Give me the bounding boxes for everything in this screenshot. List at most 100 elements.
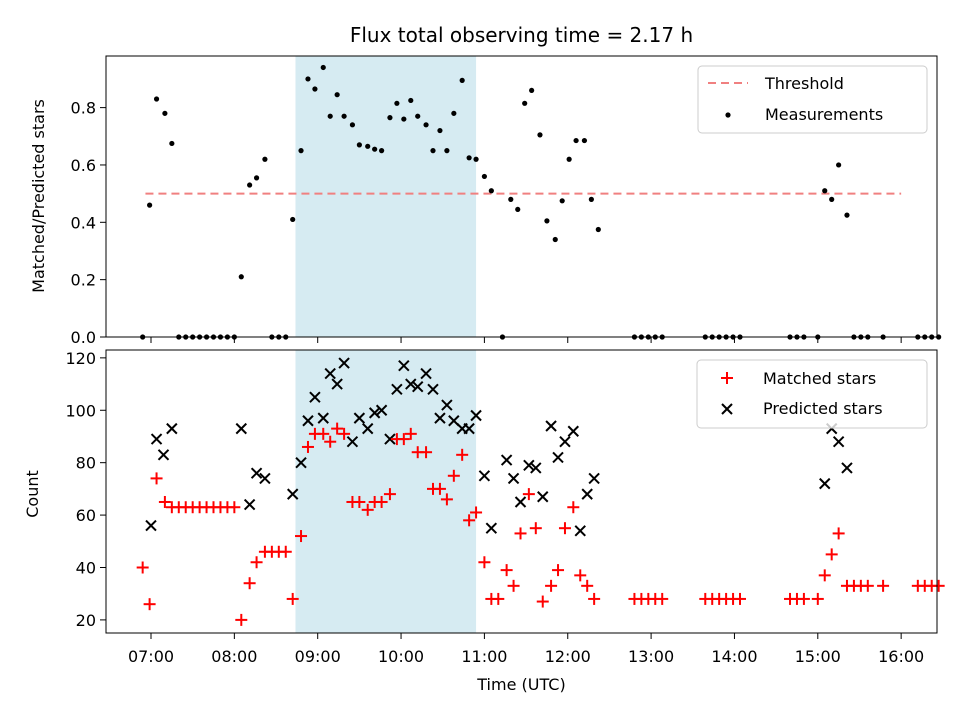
measurement-point [305,76,311,82]
predicted-star-point [398,360,410,372]
count-legend: Matched stars Predicted stars [696,359,928,429]
predicted-star-point [295,456,307,469]
predicted-star-point [427,383,439,396]
measurement-point [334,92,340,98]
predicted-star-point [331,378,343,390]
predicted-star-point [832,436,845,448]
predicted-star-point [405,378,417,390]
measurement-point [147,202,153,208]
matched-star-point [522,488,535,501]
matched-star-point [338,427,351,440]
count-legend-box [696,359,928,429]
matched-star-point [932,579,945,592]
measurement-point [466,155,472,161]
predicted-star-point [150,433,163,445]
predicted-star-point [507,472,520,485]
measurement-point [169,140,175,147]
measurement-point [588,196,594,202]
ratio-legend-box [697,65,928,134]
predicted-star-point [545,420,557,432]
count-panel: 20 40 60 80 100 120 07:00 08:00 09:00 10:00 11:00 1… [23,349,945,694]
predicted-star-point [537,491,549,503]
matched-star-point [536,595,549,608]
matched-star-point [433,482,446,495]
measurement-point [451,110,457,116]
measurement-point [581,137,588,144]
x-tick-label: 11:00 [461,647,507,666]
predicted-star-point [324,367,336,380]
highlight-span-top [295,56,477,337]
y-tick-label: 60 [76,506,96,525]
measurement-point [401,116,407,122]
predicted-star-point [514,496,527,508]
y-tick-label: 0.0 [71,328,96,347]
predicted-star-point [368,407,381,419]
measurement-point [836,162,842,168]
matched-star-point [136,561,149,574]
legend-measurements-label: Measurements [765,105,883,124]
measurement-point [488,188,494,194]
measurement-point [162,110,168,116]
matched-star-point [825,548,838,561]
ratio-legend: Threshold Measurements [697,65,928,134]
predicted-star-point [588,472,600,485]
predicted-star-point [286,488,299,500]
measurement-point [566,156,572,162]
ratio-axis-ticks: 0.0 0.2 0.4 0.6 0.8 [71,99,902,347]
predicted-star-point [567,425,580,437]
x-tick-label: 12:00 [545,647,591,666]
y-tick-label: 100 [65,401,96,420]
matched-star-point [143,598,156,611]
predicted-star-point [391,383,403,396]
measurement-point [356,142,362,148]
predicted-star-point [250,467,263,479]
matched-star-point [331,422,344,435]
measurement-point [829,196,835,202]
predicted-star-point [470,409,482,422]
measurement-point [408,97,414,104]
matched-star-point [353,495,366,508]
predicted-star-point [302,415,314,427]
x-tick-label: 16:00 [878,647,924,666]
x-tick-label: 08:00 [211,647,257,666]
measurement-point [349,122,356,128]
predicted-star-point [574,525,586,537]
y-tick-label: 0.4 [71,213,96,232]
measurement-point [298,148,304,154]
predicted-star-point [338,357,350,369]
measurement-point [238,274,244,280]
measurement-point [515,206,521,213]
x-tick-label: 14:00 [711,647,757,666]
chart-title: Flux total observing time = 2.17 h [350,23,693,47]
matched-star-point [295,530,308,543]
ratio-y-axis-label: Matched/Predicted stars [29,99,48,293]
y-tick-label: 0.8 [71,99,96,118]
legend-matched-swatch [721,372,733,384]
matched-star-point [456,448,469,461]
measurement-point [153,96,160,102]
ratio-plot-frame [105,55,938,338]
x-tick-label: 09:00 [295,647,341,666]
measurement-point [387,115,393,121]
predicted-star-point [157,449,170,461]
y-tick-label: 0.6 [71,156,96,175]
matched-star-point [514,527,527,540]
matched-star-point [581,579,594,592]
matched-star-point [861,579,874,592]
measurement-point [544,218,550,224]
count-y-axis-label: Count [23,470,42,518]
measurement-point [529,87,535,94]
predicted-star-point [317,412,329,424]
measurement-point [822,188,828,194]
matched-star-point [574,569,587,582]
predicted-star-point [463,422,475,435]
matched-star-point [877,579,890,592]
matched-star-point [383,488,396,501]
matched-star-point [500,564,513,577]
measurement-point [253,175,260,181]
matched-star-point [404,427,417,440]
y-tick-label: 120 [65,349,96,368]
measurement-point [262,156,268,162]
predicted-star-point [375,404,388,416]
